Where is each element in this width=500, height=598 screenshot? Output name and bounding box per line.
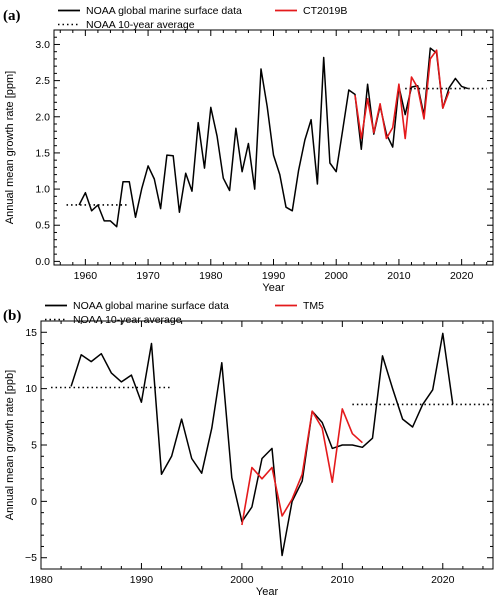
x-axis-label: Year [262,282,285,294]
x-tick-label: 2010 [331,574,355,586]
y-tick-label: 5 [31,440,37,452]
y-tick-label: 0.0 [35,256,50,268]
x-tick-label: 2000 [325,270,349,282]
x-axis-label: Year [256,586,279,598]
data-lines [51,332,493,557]
series-model-line [354,49,450,140]
x-tick-label: 1990 [262,270,286,282]
y-tick-label: 15 [25,327,37,339]
x-tick-label: 2000 [230,574,254,586]
legend: NOAA global marine surface data CT2019B NO… [58,5,347,31]
x-tick-label: 1990 [130,574,154,586]
x-tick-label: 1980 [199,270,223,282]
y-tick-label: 1.5 [35,147,50,159]
y-tick-label: 2.5 [35,75,50,87]
x-tick-label: 2020 [431,574,455,586]
legend-label: CT2019B [303,5,347,17]
series-noaa-line [70,332,454,557]
legend: NOAA global marine surface data TM5 NOAA 1… [45,300,324,326]
x-tick-label: 2020 [450,270,474,282]
legend-label: TM5 [303,300,324,312]
legend-label: NOAA 10-year average [73,314,182,326]
y-tick-label: 3.0 [35,39,50,51]
y-tick-label: 0 [31,496,37,508]
legend-label: NOAA 10-year average [86,19,195,31]
series-model-line [241,408,363,526]
panel-label: (b) [3,308,21,324]
chart-panel-1: (a) 1960 1970 1980 1990 2000 2010 2020 0.0 0.5 1.0… [3,5,494,294]
y-tick-label: 1.0 [35,184,50,196]
data-lines [66,47,487,228]
y-axis-label: Annual mean growth rate [ppm] [4,71,16,224]
legend-label: NOAA global marine surface data [86,5,242,17]
legend-label: NOAA global marine surface data [73,300,229,312]
y-tick-label: 10 [25,383,37,395]
y-tick-label: 0.5 [35,220,50,232]
plot-frame [53,29,494,266]
series-noaa-line [78,47,469,228]
panel-label: (a) [3,8,21,24]
x-tick-label: 1960 [74,270,98,282]
y-tick-label: 2.0 [35,111,50,123]
x-tick-label: 2010 [387,270,411,282]
x-tick-label: 1970 [136,270,160,282]
chart-panel-2: (b) 1980 1990 2000 2010 2020 −5 0 5 10 15 Year Annua… [3,300,494,598]
y-tick-label: −5 [25,552,37,564]
x-tick-label: 1980 [29,574,53,586]
y-axis-label: Annual mean growth rate [ppb] [4,370,16,520]
plot-frame [40,320,494,570]
